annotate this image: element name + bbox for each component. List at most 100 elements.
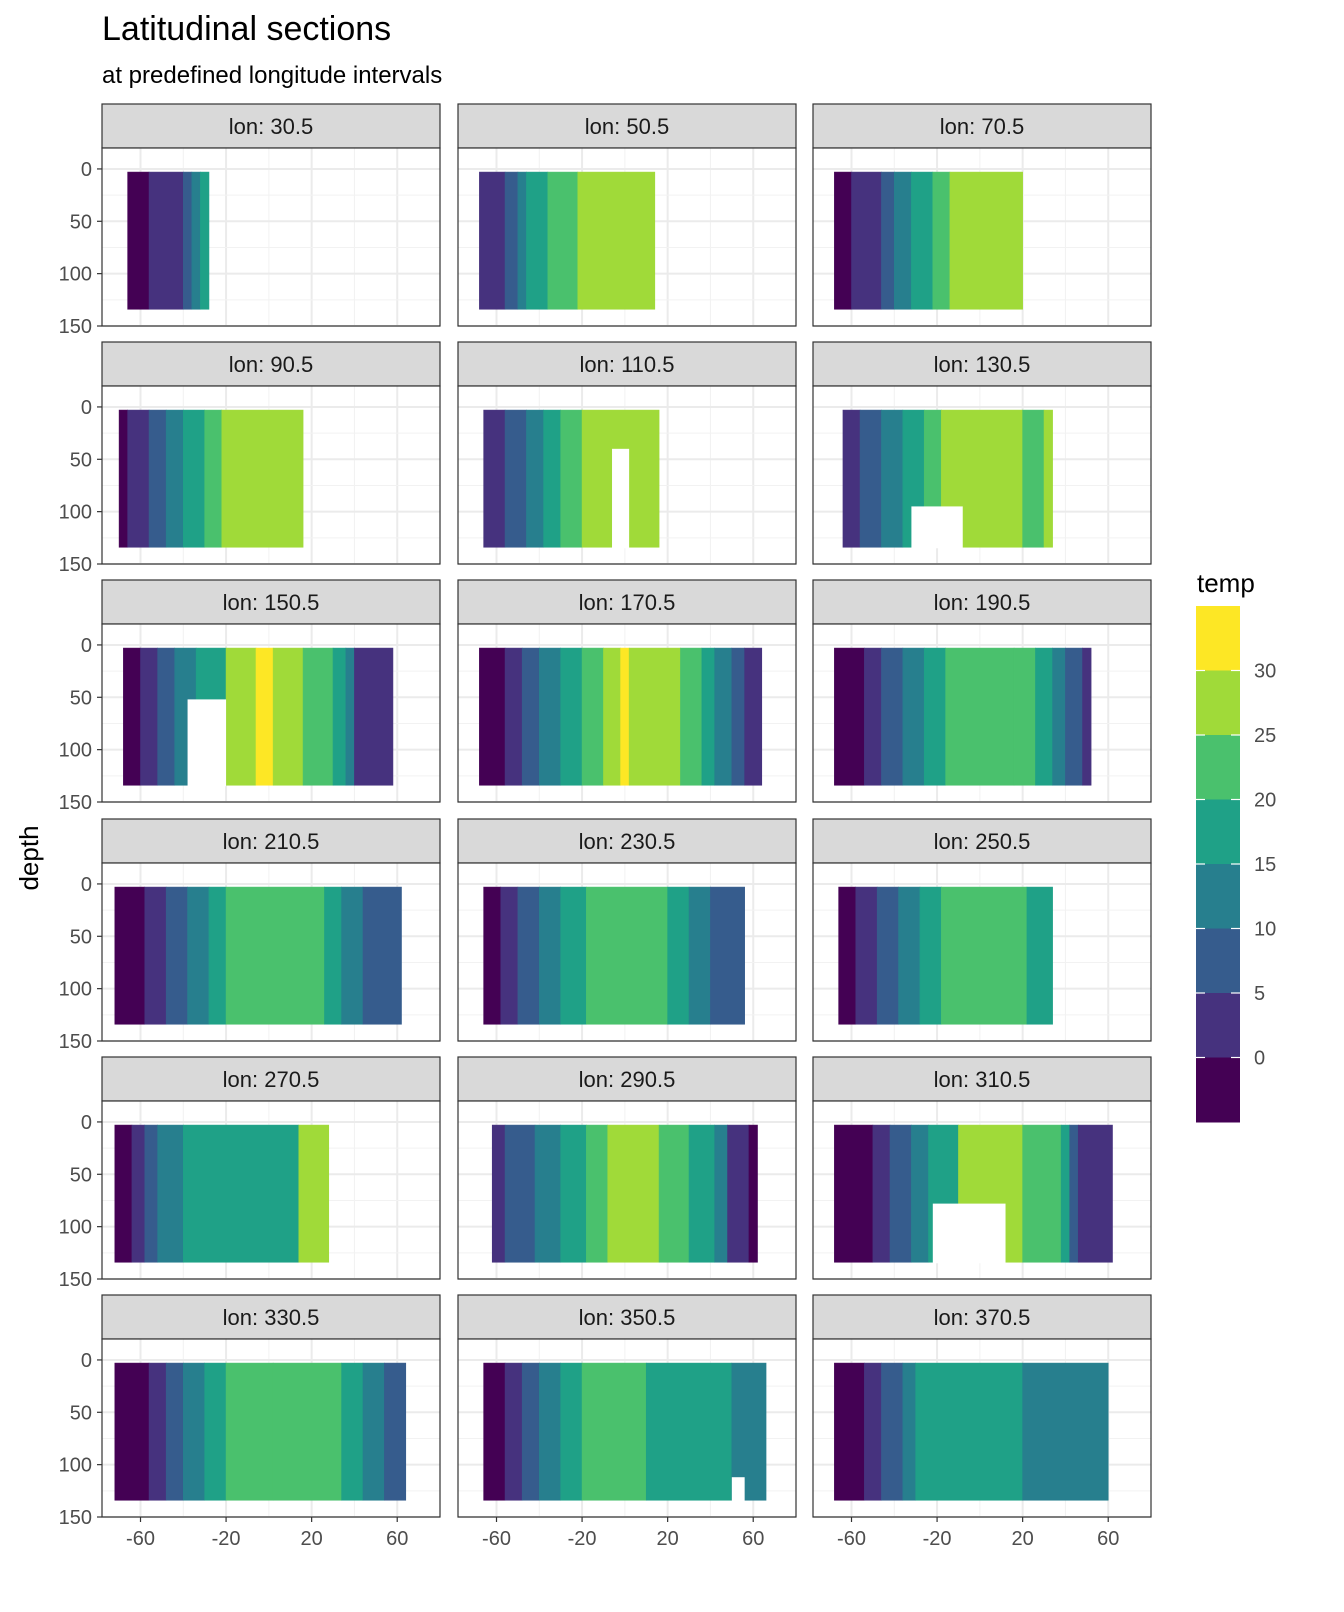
legend-label: 0 — [1254, 1048, 1265, 1070]
y-tick-label: 50 — [70, 1164, 92, 1186]
panel-15: lon: 310.5 — [812, 1056, 1152, 1280]
panel-border — [101, 147, 441, 327]
missing-data-area — [187, 699, 227, 787]
temperature-band — [324, 886, 342, 1025]
panel-border — [457, 147, 797, 327]
temperature-band — [500, 886, 519, 1025]
temperature-band — [1077, 1124, 1113, 1263]
x-tick-label: -20 — [568, 1528, 597, 1550]
panel-strip-label: lon: 90.5 — [229, 352, 313, 377]
y-tick-label: 0 — [81, 159, 92, 181]
temperature-band — [834, 1124, 874, 1263]
temperature-band — [881, 1362, 904, 1501]
panel-border — [457, 623, 797, 803]
panel-strip — [101, 1056, 441, 1102]
temperature-band — [182, 1362, 205, 1501]
panel-strip-label: lon: 170.5 — [579, 590, 676, 615]
panel-3: lon: 70.5 — [812, 103, 1152, 327]
temperature-band — [341, 886, 364, 1025]
missing-data-area — [731, 1477, 745, 1502]
panel-strip — [101, 341, 441, 387]
temperature-band — [560, 1362, 583, 1501]
panel-border — [101, 1338, 441, 1518]
x-tick-label: -60 — [482, 1528, 511, 1550]
temperature-band — [581, 647, 604, 786]
temperature-band — [838, 886, 857, 1025]
temperature-band — [727, 1124, 750, 1263]
legend-color-1 — [1196, 606, 1240, 671]
temperature-band — [148, 409, 167, 548]
temperature-band — [855, 886, 878, 1025]
panel-6: lon: 130.5 — [812, 341, 1152, 565]
y-tick-label: 150 — [59, 316, 92, 338]
legend-label: 15 — [1254, 854, 1276, 876]
temperature-band — [748, 1124, 758, 1263]
temperature-band — [577, 171, 656, 310]
temperature-band — [479, 647, 506, 786]
temperature-band — [165, 409, 184, 548]
temperature-band — [658, 1124, 690, 1263]
x-tick-label: 20 — [301, 1528, 323, 1550]
y-axis-title: depth — [14, 825, 44, 890]
panel-border — [101, 1100, 441, 1280]
panel-14: lon: 290.5 — [457, 1056, 797, 1280]
temperature-band — [204, 409, 223, 548]
y-tick-label: 150 — [59, 554, 92, 576]
temperature-band — [560, 647, 583, 786]
temperature-band — [479, 171, 506, 310]
legend-color-7 — [1196, 993, 1240, 1058]
temperature-band — [1043, 409, 1053, 548]
temperature-band — [876, 886, 899, 1025]
temperature-band — [521, 1362, 540, 1501]
panel-temperature-bands — [114, 1362, 407, 1501]
temperature-band — [560, 886, 587, 1025]
legend-label: 20 — [1254, 790, 1276, 812]
temperature-band — [688, 1124, 716, 1263]
y-tick-label: 50 — [70, 211, 92, 233]
panel-temperature-bands — [483, 409, 660, 549]
panel-strip-label: lon: 150.5 — [223, 590, 320, 615]
temperature-band — [1022, 409, 1045, 548]
temperature-band — [872, 1124, 891, 1263]
temperature-band — [1022, 1362, 1109, 1501]
temperature-band — [1052, 647, 1066, 786]
panel-border — [101, 385, 441, 565]
panel-border — [101, 862, 441, 1042]
temperature-band — [148, 171, 184, 310]
panel-strip — [457, 1056, 797, 1102]
panel-temperature-bands — [491, 1124, 758, 1263]
x-tick-label: 60 — [386, 1528, 408, 1550]
x-tick-label: 60 — [1097, 1528, 1119, 1550]
panel-temperature-bands — [838, 886, 1053, 1025]
temperature-band — [543, 409, 561, 548]
temperature-band — [140, 647, 158, 786]
panel-temperature-bands — [483, 886, 745, 1025]
panel-strip-label: lon: 210.5 — [223, 829, 320, 854]
temperature-band — [225, 1362, 274, 1501]
temperature-band — [607, 1124, 660, 1263]
temperature-band — [731, 647, 745, 786]
panel-border — [812, 385, 1152, 565]
panel-strip-label: lon: 330.5 — [223, 1305, 320, 1330]
temperature-band — [864, 1362, 882, 1501]
temperature-band — [902, 1362, 916, 1501]
temperature-band — [182, 409, 205, 548]
panel-temperature-bands — [123, 647, 394, 787]
temperature-band — [225, 886, 325, 1025]
temperature-band — [859, 409, 882, 548]
temperature-band — [560, 1124, 587, 1263]
temperature-band — [483, 886, 502, 1025]
missing-data-area — [911, 506, 963, 549]
panel-border — [101, 623, 441, 803]
y-tick-label: 150 — [59, 1031, 92, 1053]
y-tick-label: 100 — [59, 979, 92, 1001]
panel-strip — [457, 818, 797, 864]
panel-strip-label: lon: 350.5 — [579, 1305, 676, 1330]
x-tick-label: -60 — [126, 1528, 155, 1550]
panel-5: lon: 110.5 — [457, 341, 797, 565]
legend-color-5 — [1196, 864, 1240, 929]
x-tick-label: -20 — [212, 1528, 241, 1550]
x-tick-label: -60 — [837, 1528, 866, 1550]
panel-temperature-bands — [834, 1124, 1113, 1264]
